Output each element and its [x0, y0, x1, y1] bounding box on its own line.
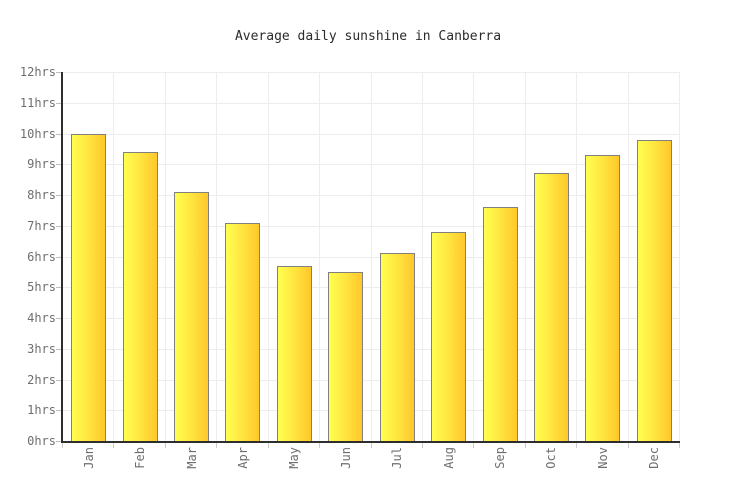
y-axis-label-9hrs: 9hrs: [27, 157, 56, 172]
y-axis-label-3hrs: 3hrs: [27, 341, 56, 356]
x-axis-label-sep: Sep: [493, 447, 508, 469]
x-axis-label-dec: Dec: [647, 447, 662, 469]
x-axis-tick-0: [62, 443, 63, 448]
y-axis-label-10hrs: 10hrs: [19, 126, 56, 141]
y-axis-tick-5hrs: [56, 287, 61, 289]
gridline-vertical-5: [319, 72, 320, 441]
gridline-vertical-3: [216, 72, 217, 441]
y-axis-label-4hrs: 4hrs: [27, 311, 56, 325]
y-axis-label-7hrs: 7hrs: [27, 218, 56, 233]
y-axis-tick-12hrs: [56, 72, 61, 73]
bar-nov: [585, 155, 621, 441]
x-axis-label-may: May: [287, 447, 302, 469]
x-axis-tick-3: [216, 443, 217, 448]
x-axis-tick-11: [628, 443, 629, 448]
gridline-vertical-1: [113, 72, 114, 441]
y-axis-label-11hrs: 11hrs: [19, 95, 56, 110]
y-axis-label-12hrs: 12hrs: [19, 65, 56, 79]
y-axis-label-1hrs: 1hrs: [27, 403, 56, 418]
gridline-vertical-7: [422, 72, 423, 441]
chart-title: Average daily sunshine in Canberra: [234, 29, 502, 44]
gridline-vertical-10: [576, 72, 577, 441]
x-axis-label-oct: Oct: [544, 447, 559, 469]
bar-sep: [482, 207, 518, 441]
bar-feb: [122, 151, 158, 441]
gridline-vertical-2: [165, 72, 166, 441]
y-axis-label-0hrs: 0hrs: [27, 434, 56, 448]
y-axis-tick-6hrs: [56, 256, 61, 258]
bar-jul: [379, 253, 415, 441]
x-axis-tick-12: [679, 443, 680, 448]
y-axis-tick-9hrs: [56, 164, 61, 166]
x-axis-label-jan: Jan: [81, 447, 96, 469]
x-axis-label-nov: Nov: [595, 447, 610, 469]
y-axis-tick-3hrs: [56, 348, 61, 350]
y-axis-label-6hrs: 6hrs: [27, 249, 56, 264]
y-axis-label-5hrs: 5hrs: [27, 280, 56, 295]
y-axis-tick-7hrs: [56, 225, 61, 227]
y-axis-tick-8hrs: [56, 195, 61, 196]
y-axis-tick-10hrs: [56, 133, 61, 135]
x-axis-label-jun: Jun: [338, 447, 353, 469]
gridline-vertical-11: [628, 72, 629, 441]
x-axis-label-apr: Apr: [235, 447, 250, 469]
y-axis-tick-4hrs: [56, 318, 61, 319]
bar-jun: [328, 271, 364, 441]
y-axis-label-2hrs: 2hrs: [27, 372, 56, 387]
bar-dec: [636, 139, 672, 441]
x-axis-tick-8: [473, 443, 474, 448]
x-axis-tick-10: [576, 443, 577, 448]
bar-oct: [533, 173, 569, 441]
x-axis-tick-2: [165, 443, 166, 448]
y-axis-label-8hrs: 8hrs: [27, 188, 56, 202]
x-axis-tick-9: [525, 443, 526, 448]
x-axis-label-jul: Jul: [390, 447, 405, 469]
y-axis-tick-1hrs: [56, 410, 61, 412]
x-axis-label-aug: Aug: [441, 447, 456, 469]
bar-apr: [225, 222, 261, 441]
x-axis-label-mar: Mar: [184, 447, 199, 469]
gridline-vertical-12: [679, 72, 680, 441]
gridline-vertical-6: [371, 72, 372, 441]
x-axis-tick-7: [422, 443, 423, 448]
bar-aug: [431, 231, 467, 441]
gridline-vertical-9: [525, 72, 526, 441]
bar-may: [276, 265, 312, 441]
y-axis-tick-2hrs: [56, 379, 61, 381]
x-axis-tick-6: [371, 443, 372, 448]
x-axis-tick-5: [319, 443, 320, 448]
x-axis-tick-4: [268, 443, 269, 448]
y-axis-tick-11hrs: [56, 102, 61, 104]
plot-area: [61, 72, 680, 443]
bar-jan: [71, 133, 107, 441]
gridline-vertical-8: [473, 72, 474, 441]
bar-mar: [174, 191, 210, 441]
gridline-vertical-4: [268, 72, 269, 441]
y-axis-tick-0hrs: [56, 441, 61, 442]
x-axis-label-feb: Feb: [133, 447, 148, 469]
x-axis-tick-1: [113, 443, 114, 448]
